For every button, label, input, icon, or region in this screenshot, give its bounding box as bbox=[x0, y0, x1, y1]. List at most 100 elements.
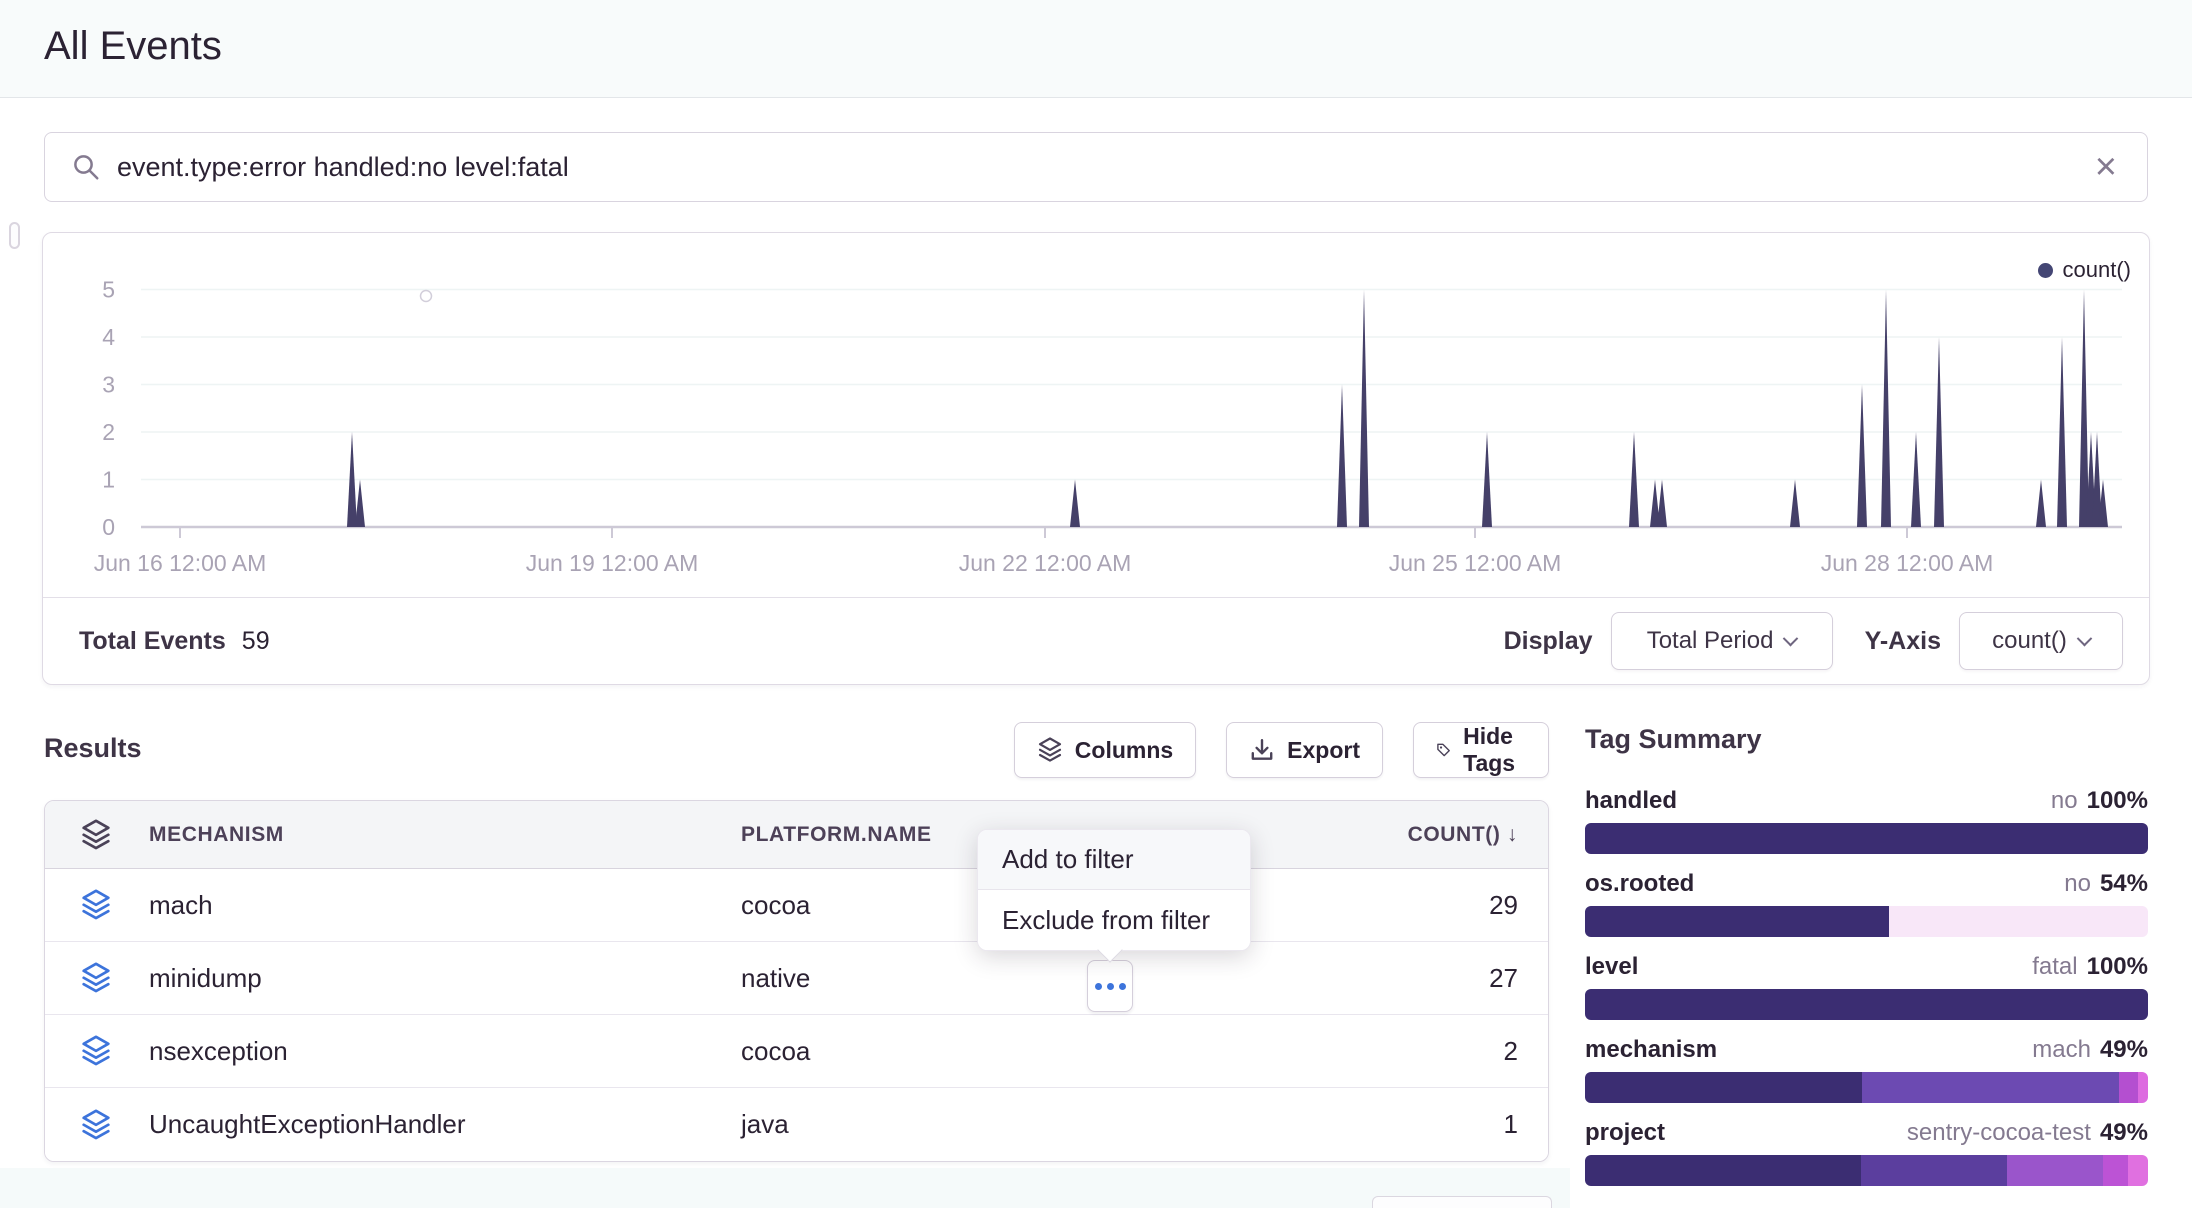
sort-desc-icon: ↓ bbox=[1506, 822, 1518, 846]
search-input[interactable]: event.type:error handled:no level:fatal bbox=[117, 151, 569, 182]
search-bar[interactable]: event.type:error handled:no level:fatal … bbox=[44, 132, 2148, 202]
tag-bar-segment[interactable] bbox=[2128, 1155, 2148, 1186]
results-heading: Results bbox=[44, 733, 142, 763]
table-row[interactable]: mach cocoa 29 bbox=[45, 869, 1548, 942]
tag-bar-segment[interactable] bbox=[1585, 1155, 1861, 1186]
chart-footer-controls: Display Total Period Y-Axis count() bbox=[1490, 612, 2123, 670]
tag-distribution-bar[interactable] bbox=[1585, 823, 2148, 854]
chevron-down-icon bbox=[2076, 630, 2093, 646]
tag-icon bbox=[1437, 743, 1450, 757]
export-button[interactable]: Export bbox=[1226, 722, 1384, 778]
svg-text:5: 5 bbox=[102, 277, 115, 303]
drag-handle[interactable] bbox=[9, 222, 20, 249]
tag-bar-segment[interactable] bbox=[2119, 1072, 2139, 1103]
ellipsis-icon bbox=[1118, 982, 1126, 990]
export-button-label: Export bbox=[1287, 736, 1361, 763]
chevron-down-icon bbox=[1783, 630, 1799, 646]
tag-bar-segment[interactable] bbox=[2138, 1072, 2148, 1103]
table-row[interactable]: UncaughtExceptionHandler java 1 bbox=[45, 1088, 1548, 1161]
tag-entry: os.rooted no 54% bbox=[1585, 870, 2148, 937]
tag-top-value: no bbox=[2050, 787, 2078, 814]
svg-text:1: 1 bbox=[102, 467, 115, 493]
stack-icon bbox=[1038, 737, 1061, 762]
display-dropdown[interactable]: Total Period bbox=[1610, 612, 1833, 670]
hide-tags-button-label: Hide Tags bbox=[1463, 723, 1516, 776]
hide-tags-button[interactable]: Hide Tags bbox=[1413, 722, 1549, 778]
menu-item-exclude-from-filter[interactable]: Exclude from filter bbox=[978, 890, 1250, 950]
tag-name: os.rooted bbox=[1585, 870, 1695, 897]
svg-text:2: 2 bbox=[102, 419, 115, 445]
cell-platform[interactable]: cocoa bbox=[741, 889, 811, 920]
column-header-mechanism[interactable]: MECHANISM bbox=[149, 822, 284, 846]
tag-bar-segment[interactable] bbox=[1585, 823, 2148, 854]
table-row[interactable]: minidump native 27 bbox=[45, 942, 1548, 1015]
tag-bar-segment[interactable] bbox=[1585, 1072, 1862, 1103]
tag-bar-segment[interactable] bbox=[1860, 1155, 2008, 1186]
column-header-platform[interactable]: PLATFORM.NAME bbox=[741, 822, 932, 846]
cell-platform[interactable]: java bbox=[741, 1109, 789, 1139]
tag-distribution-bar[interactable] bbox=[1585, 1072, 2148, 1103]
legend-dot bbox=[2037, 262, 2053, 278]
tag-label-row: mechanism mach 49% bbox=[1585, 1036, 2148, 1064]
close-icon[interactable]: × bbox=[2094, 146, 2117, 188]
download-icon bbox=[1251, 739, 1273, 760]
stack-icon bbox=[81, 889, 149, 921]
events-chart[interactable]: 0 1 2 3 4 5 Jun 16 12:00 AM Jun 19 12:00 AM Jun … bbox=[43, 233, 2151, 585]
tag-bar-segment[interactable] bbox=[1889, 906, 2148, 937]
tag-bar-segment[interactable] bbox=[2102, 1155, 2129, 1186]
tag-entries: handled no 100% os.rooted no 54% level f… bbox=[1585, 787, 2148, 1186]
menu-item-add-to-filter[interactable]: Add to filter bbox=[978, 830, 1250, 890]
cell-count[interactable]: 1 bbox=[1503, 1109, 1518, 1139]
tag-bar-segment[interactable] bbox=[1585, 989, 2148, 1020]
stack-icon bbox=[81, 1108, 149, 1141]
tag-bar-segment[interactable] bbox=[1861, 1072, 2120, 1103]
stack-icon bbox=[81, 962, 149, 994]
search-icon bbox=[74, 155, 99, 180]
tag-bar-segment[interactable] bbox=[1585, 906, 1890, 937]
tag-entry: mechanism mach 49% bbox=[1585, 1036, 2148, 1103]
tag-top-pct: 54% bbox=[2099, 870, 2148, 897]
tag-label-row: handled no 100% bbox=[1585, 787, 2148, 815]
yaxis-label: Y-Axis bbox=[1864, 626, 1941, 655]
cell-count[interactable]: 2 bbox=[1503, 1035, 1518, 1066]
tag-top-pct: 100% bbox=[2086, 787, 2148, 814]
results-toolbar: Columns Export Hide Tags bbox=[1013, 722, 1549, 778]
tag-bar-segment[interactable] bbox=[2007, 1155, 2103, 1186]
cell-mechanism[interactable]: minidump bbox=[149, 962, 262, 993]
cell-platform[interactable]: cocoa bbox=[741, 1035, 811, 1066]
pagination-partial[interactable] bbox=[1372, 1196, 1552, 1208]
tag-top-value: no bbox=[2064, 870, 2091, 897]
cell-mechanism[interactable]: UncaughtExceptionHandler bbox=[149, 1109, 466, 1139]
tag-entry: handled no 100% bbox=[1585, 787, 2148, 854]
svg-text:4: 4 bbox=[102, 324, 115, 350]
tag-label-row: project sentry-cocoa-test 49% bbox=[1585, 1119, 2148, 1147]
tag-entry: level fatal 100% bbox=[1585, 953, 2148, 1020]
cell-mechanism[interactable]: nsexception bbox=[149, 1035, 288, 1066]
cell-count[interactable]: 27 bbox=[1489, 962, 1518, 993]
svg-text:Jun 22 12:00 AM: Jun 22 12:00 AM bbox=[959, 550, 1132, 576]
chart-legend[interactable]: count() bbox=[2037, 257, 2131, 283]
page-background-strip bbox=[0, 1168, 1570, 1208]
tag-distribution-bar[interactable] bbox=[1585, 1155, 2148, 1186]
cell-context-menu: Add to filter Exclude from filter bbox=[977, 829, 1251, 951]
cell-actions-button[interactable] bbox=[1087, 960, 1133, 1012]
tag-distribution-bar[interactable] bbox=[1585, 989, 2148, 1020]
cell-platform[interactable]: native bbox=[741, 962, 811, 993]
tag-top-value: sentry-cocoa-test bbox=[1906, 1119, 2091, 1146]
svg-text:Jun 25 12:00 AM: Jun 25 12:00 AM bbox=[1389, 550, 1562, 576]
table-row[interactable]: nsexception cocoa 2 bbox=[45, 1015, 1548, 1088]
yaxis-dropdown[interactable]: count() bbox=[1959, 612, 2123, 670]
columns-button[interactable]: Columns bbox=[1013, 722, 1197, 778]
tag-name: project bbox=[1585, 1119, 1666, 1146]
ellipsis-icon bbox=[1094, 982, 1102, 990]
stack-icon bbox=[81, 818, 149, 851]
tag-distribution-bar[interactable] bbox=[1585, 906, 2148, 937]
tag-label-row: level fatal 100% bbox=[1585, 953, 2148, 981]
tag-label-row: os.rooted no 54% bbox=[1585, 870, 2148, 898]
page-header: All Events bbox=[0, 0, 2192, 98]
yaxis-dropdown-value: count() bbox=[1992, 627, 2067, 654]
column-header-count[interactable]: COUNT() ↓ bbox=[1407, 822, 1518, 846]
cell-count[interactable]: 29 bbox=[1489, 889, 1518, 920]
display-label: Display bbox=[1503, 626, 1593, 655]
cell-mechanism[interactable]: mach bbox=[149, 889, 213, 920]
